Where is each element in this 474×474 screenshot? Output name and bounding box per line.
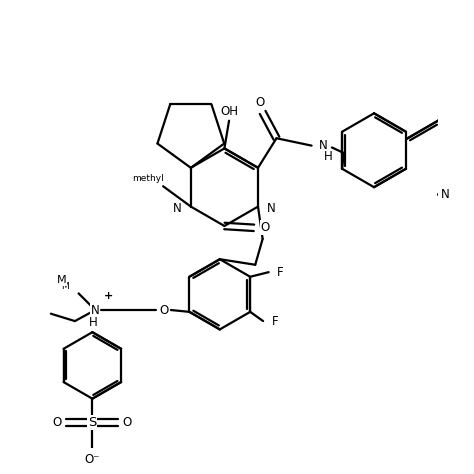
Text: N: N bbox=[173, 202, 182, 215]
Text: O: O bbox=[159, 303, 168, 317]
Text: +: + bbox=[103, 291, 113, 301]
Text: N: N bbox=[267, 202, 276, 215]
Text: O: O bbox=[260, 221, 270, 234]
Text: S: S bbox=[88, 416, 97, 429]
Text: F: F bbox=[277, 265, 284, 279]
Text: OH: OH bbox=[220, 105, 238, 118]
Text: O⁻: O⁻ bbox=[84, 453, 100, 466]
Text: N: N bbox=[441, 188, 450, 201]
Text: M: M bbox=[57, 275, 67, 285]
Text: N: N bbox=[267, 202, 276, 215]
Text: O: O bbox=[123, 416, 132, 429]
Text: F: F bbox=[272, 315, 278, 328]
Text: +: + bbox=[102, 293, 110, 303]
Text: H: H bbox=[324, 150, 333, 163]
Text: methyl: methyl bbox=[132, 174, 164, 183]
Text: N: N bbox=[91, 303, 100, 317]
Text: N: N bbox=[473, 133, 474, 146]
Text: M: M bbox=[61, 282, 69, 291]
Text: H: H bbox=[89, 317, 98, 329]
Text: O: O bbox=[255, 96, 264, 109]
Text: N: N bbox=[319, 139, 328, 152]
Text: N: N bbox=[173, 202, 182, 215]
Text: O: O bbox=[53, 416, 62, 429]
